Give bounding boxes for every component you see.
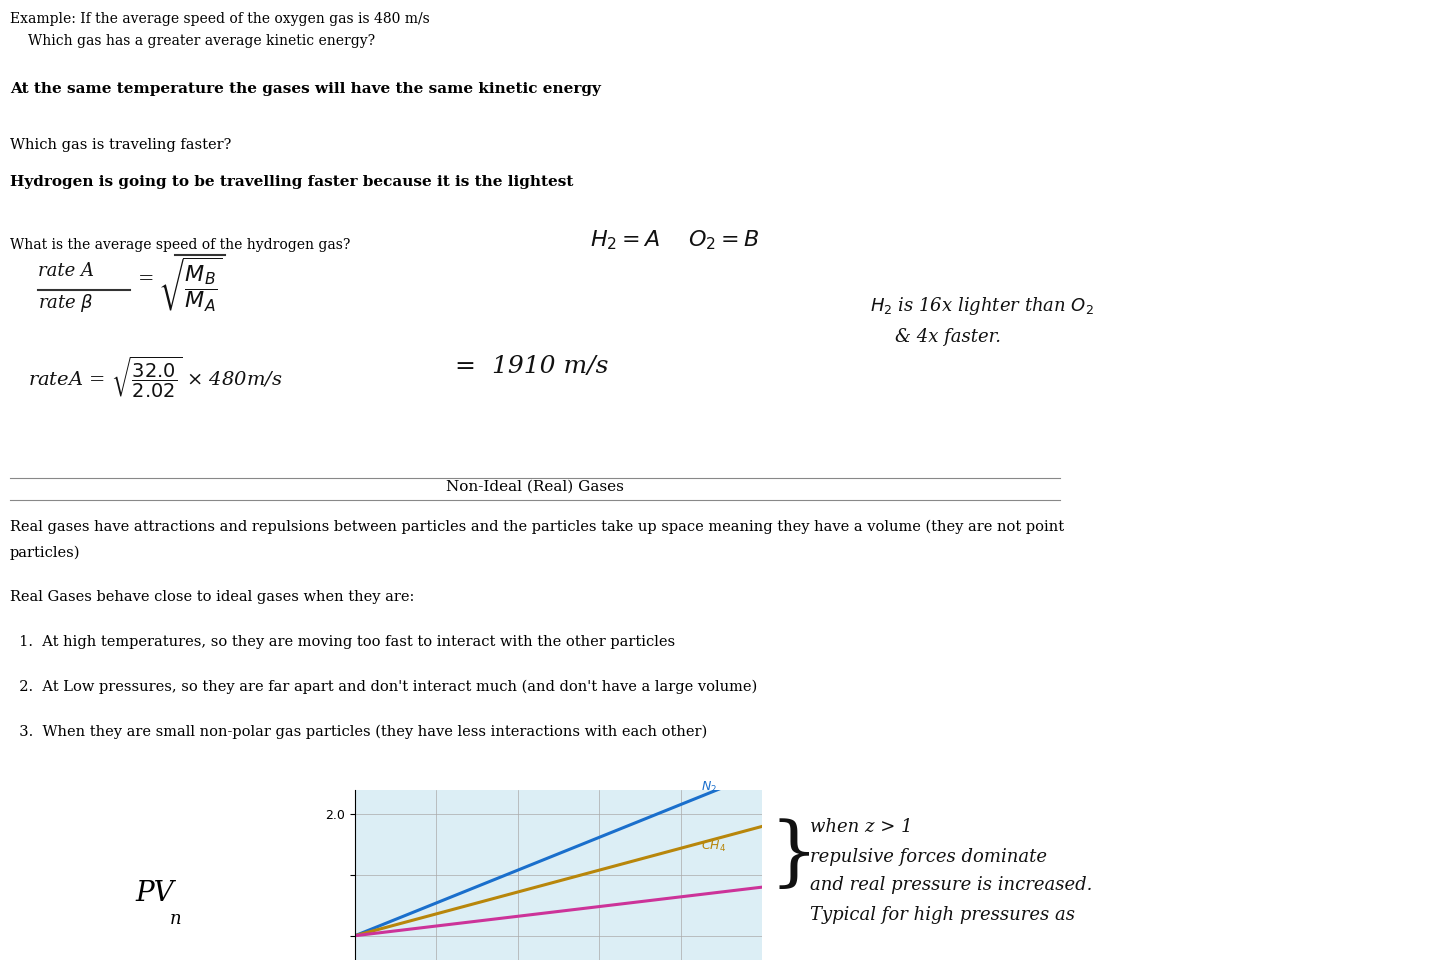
Text: when z > 1: when z > 1 [810,818,913,836]
Text: =  1910 m/s: = 1910 m/s [456,355,609,378]
Text: PV: PV [135,880,173,907]
Text: Hydrogen is going to be travelling faster because it is the lightest: Hydrogen is going to be travelling faste… [10,175,573,189]
Text: repulsive forces dominate: repulsive forces dominate [810,848,1048,866]
Text: Which gas has a greater average kinetic energy?: Which gas has a greater average kinetic … [29,34,375,48]
Text: At the same temperature the gases will have the same kinetic energy: At the same temperature the gases will h… [10,82,600,96]
Text: Which gas is traveling faster?: Which gas is traveling faster? [10,138,231,152]
Text: rate $\beta$: rate $\beta$ [39,292,95,314]
Text: 3.  When they are small non-polar gas particles (they have less interactions wit: 3. When they are small non-polar gas par… [10,725,708,739]
Text: n: n [171,910,182,928]
Text: =: = [138,270,155,288]
Text: $N_2$: $N_2$ [701,780,716,795]
Text: 2.  At Low pressures, so they are far apart and don't interact much (and don't h: 2. At Low pressures, so they are far apa… [10,680,757,694]
Text: What is the average speed of the hydrogen gas?: What is the average speed of the hydroge… [10,238,351,252]
Text: Typical for high pressures as: Typical for high pressures as [810,906,1075,924]
Text: Example: If the average speed of the oxygen gas is 480 m/s: Example: If the average speed of the oxy… [10,12,430,26]
Text: $CH_4$: $CH_4$ [701,839,727,853]
Text: $H_2=A$    $O_2 = B$: $H_2=A$ $O_2 = B$ [590,228,759,252]
Text: 1.  At high temperatures, so they are moving too fast to interact with the other: 1. At high temperatures, so they are mov… [10,635,675,649]
Text: rateA = $\sqrt{\dfrac{32.0}{2.02}}$ × 480m/s: rateA = $\sqrt{\dfrac{32.0}{2.02}}$ × 48… [29,355,282,400]
Text: $H_2$ is 16x lighter than $O_2$: $H_2$ is 16x lighter than $O_2$ [870,295,1093,317]
Text: particles): particles) [10,546,80,561]
Text: Real Gases behave close to ideal gases when they are:: Real Gases behave close to ideal gases w… [10,590,414,604]
Text: and real pressure is increased.: and real pressure is increased. [810,876,1092,894]
Text: $\sqrt{\dfrac{M_B}{M_A}}$: $\sqrt{\dfrac{M_B}{M_A}}$ [158,255,224,314]
Text: & 4x faster.: & 4x faster. [896,328,1002,346]
Text: rate A: rate A [39,262,95,280]
Text: Non-Ideal (Real) Gases: Non-Ideal (Real) Gases [446,480,623,494]
Text: Real gases have attractions and repulsions between particles and the particles t: Real gases have attractions and repulsio… [10,520,1065,535]
Text: }: } [770,818,818,892]
